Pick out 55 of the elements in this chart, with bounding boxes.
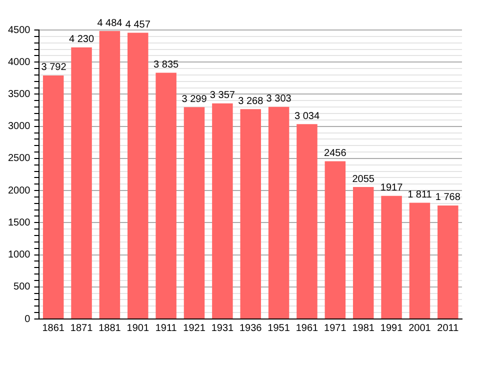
data-label: 3 268	[238, 96, 264, 107]
x-tick-label: 1991	[380, 322, 404, 334]
x-tick-label: 1861	[42, 322, 65, 334]
data-label: 3 034	[294, 110, 320, 122]
bar	[156, 72, 176, 318]
bar	[128, 32, 148, 318]
y-tick-label: 0	[24, 314, 31, 325]
data-label: 3 835	[154, 59, 180, 70]
data-label: 3 299	[182, 94, 208, 105]
bar	[409, 202, 430, 318]
bar	[381, 196, 402, 318]
data-label: 1 811	[408, 189, 432, 200]
bar	[296, 124, 318, 318]
x-tick-label: 1921	[183, 322, 206, 334]
x-tick-label: 1961	[296, 322, 319, 334]
x-tick-label: 1981	[352, 322, 375, 334]
data-label: 4 457	[125, 20, 151, 31]
data-label: 3 357	[210, 90, 236, 102]
bar	[184, 107, 205, 318]
data-label: 3 303	[266, 94, 292, 105]
data-label: 4 230	[69, 34, 94, 46]
x-tick-label: 1911	[155, 322, 178, 334]
bar	[268, 106, 290, 318]
x-tick-label: 1936	[240, 322, 262, 334]
bar	[71, 47, 92, 318]
data-label: 2456	[324, 148, 347, 160]
x-tick-label: 2011	[437, 322, 460, 334]
x-tick-label: 1971	[324, 322, 347, 334]
bar	[212, 103, 233, 318]
data-label: 2055	[352, 174, 375, 185]
x-tick-label: 1931	[211, 322, 234, 334]
data-label: 4 484	[97, 18, 123, 29]
bar	[42, 75, 64, 318]
data-label: 1917	[380, 182, 404, 194]
bar	[438, 205, 458, 318]
x-tick-label: 1881	[98, 322, 122, 334]
y-tick-label: 4500	[8, 24, 31, 36]
y-tick-label: 2500	[8, 153, 31, 164]
y-tick-label: 3000	[8, 121, 31, 132]
y-tick-label: 2000	[8, 185, 31, 196]
y-tick-label: 4000	[8, 56, 31, 68]
x-tick-label: 1951	[268, 322, 290, 334]
data-label: 1 768	[435, 192, 461, 204]
y-tick-label: 3500	[8, 88, 31, 100]
bar	[240, 109, 261, 318]
bar	[99, 31, 120, 318]
y-tick-label: 500	[14, 282, 31, 293]
bar	[324, 161, 346, 318]
x-tick-label: 2001	[408, 322, 432, 334]
bar	[352, 187, 374, 318]
y-tick-label: 1000	[8, 250, 31, 261]
y-tick-label: 1500	[8, 217, 31, 228]
data-label: 3 792	[41, 62, 67, 74]
x-tick-label: 1871	[70, 322, 94, 334]
x-tick-label: 1901	[126, 322, 150, 334]
